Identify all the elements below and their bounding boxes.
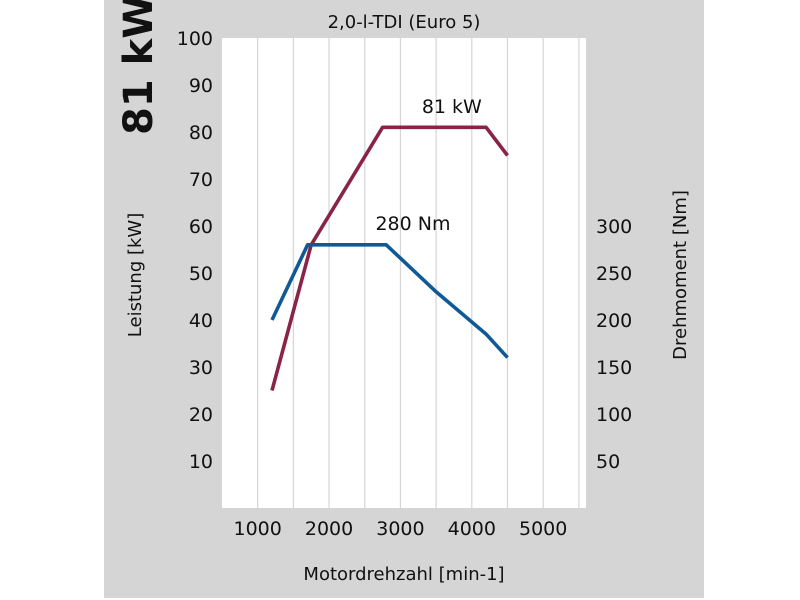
- y-axis-right-label: Drehmoment [Nm]: [670, 190, 691, 360]
- y-left-tick-label: 90: [189, 75, 213, 97]
- y-left-tick-label: 60: [189, 216, 213, 238]
- x-tick-label: 4000: [448, 518, 496, 540]
- y-right-tick-label: 200: [596, 310, 632, 332]
- y-left-tick-label: 50: [189, 263, 213, 285]
- x-tick-label: 2000: [305, 518, 353, 540]
- torque-curve: [270, 243, 509, 359]
- plot-area: [222, 38, 586, 508]
- headline-power: 81 kW: [116, 0, 162, 135]
- y-right-tick-label: 250: [596, 263, 632, 285]
- y-axis-left-label: Leistung [kW]: [125, 213, 146, 337]
- y-right-tick-label: 50: [596, 451, 620, 473]
- x-tick-label: 5000: [519, 518, 567, 540]
- annotation-torque-peak: 280 Nm: [375, 213, 450, 235]
- y-right-tick-label: 150: [596, 357, 632, 379]
- y-left-tick-label: 20: [189, 404, 213, 426]
- chart-title: 2,0-l-TDI (Euro 5): [328, 12, 481, 33]
- x-axis-label: Motordrehzahl [min-1]: [303, 564, 504, 585]
- x-tick-label: 3000: [376, 518, 424, 540]
- y-left-tick-label: 30: [189, 357, 213, 379]
- x-tick-label: 1000: [234, 518, 282, 540]
- y-right-tick-label: 100: [596, 404, 632, 426]
- y-left-tick-label: 70: [189, 169, 213, 191]
- y-right-tick-label: 300: [596, 216, 632, 238]
- power-curve: [270, 125, 509, 391]
- annotation-power-peak: 81 kW: [422, 96, 482, 118]
- y-left-tick-label: 80: [189, 122, 213, 144]
- y-left-tick-label: 40: [189, 310, 213, 332]
- y-left-tick-label: 10: [189, 451, 213, 473]
- y-left-tick-label: 100: [177, 28, 213, 50]
